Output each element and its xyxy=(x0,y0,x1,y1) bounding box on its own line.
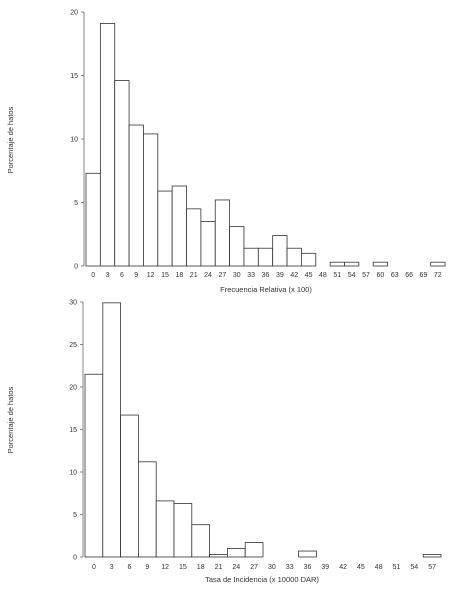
y-tick-label: 20 xyxy=(70,10,78,17)
histogram-bar xyxy=(171,185,187,267)
histogram-bar xyxy=(298,550,317,558)
x-tick-label: 57 xyxy=(362,272,370,279)
histogram-bar xyxy=(200,221,216,267)
histogram-bar xyxy=(102,302,122,558)
x-tick-label: 33 xyxy=(247,272,255,279)
x-tick-label: 9 xyxy=(134,272,138,279)
x-tick-label: 0 xyxy=(92,564,96,571)
histogram-tasa-incidencia: Porcentaje de hatos Tasa de Incidencia (… xyxy=(6,300,442,584)
histogram-bar xyxy=(128,124,144,267)
x-tick-label: 36 xyxy=(304,564,312,571)
histogram-bar xyxy=(329,261,345,267)
histogram-bar xyxy=(120,414,139,558)
y-axis-label: Porcentaje de hatos xyxy=(6,106,15,173)
x-tick-label: 3 xyxy=(106,272,110,279)
x-tick-label: 72 xyxy=(434,272,442,279)
x-tick-label: 18 xyxy=(175,272,183,279)
histogram-bar xyxy=(186,208,202,267)
x-tick-label: 39 xyxy=(321,564,329,571)
y-axis-label: Porcentaje de hatos xyxy=(6,386,15,453)
histogram-bar xyxy=(85,172,101,267)
x-tick-label: 51 xyxy=(333,272,341,279)
x-tick-label: 0 xyxy=(91,272,95,279)
histogram-bar xyxy=(244,542,264,558)
x-tick-label: 15 xyxy=(161,272,169,279)
histogram-bar xyxy=(137,461,157,558)
y-tick-label: 25 xyxy=(69,342,77,349)
x-tick-label: 45 xyxy=(305,272,313,279)
x-tick-label: 66 xyxy=(405,272,413,279)
histogram-bar xyxy=(173,503,193,558)
y-tick-label: 20 xyxy=(69,385,77,392)
x-axis-label: Tasa de Incidencia (x 10000 DAR) xyxy=(205,575,319,584)
x-tick-label: 15 xyxy=(179,564,187,571)
y-tick-label: 0 xyxy=(74,264,78,271)
histogram-bar xyxy=(155,500,175,558)
y-tick-label: 30 xyxy=(69,300,77,307)
histogram-bar xyxy=(430,261,446,267)
histogram-bar xyxy=(143,133,159,267)
y-tick-label: 5 xyxy=(73,512,77,519)
histogram-bar xyxy=(99,23,116,267)
x-tick-label: 24 xyxy=(232,564,240,571)
x-tick-label: 12 xyxy=(161,564,169,571)
histogram-bar xyxy=(243,247,259,267)
x-tick-label: 45 xyxy=(357,564,365,571)
histogram-bar xyxy=(84,373,104,558)
histogram-bar xyxy=(257,247,274,267)
y-tick-label: 15 xyxy=(70,73,78,80)
x-tick-label: 54 xyxy=(348,272,356,279)
x-tick-label: 30 xyxy=(233,272,241,279)
histogram-bar xyxy=(344,261,360,267)
histogram-bar xyxy=(214,199,231,267)
x-tick-label: 39 xyxy=(276,272,284,279)
x-tick-label: 57 xyxy=(428,564,436,571)
histogram-bar xyxy=(191,524,211,558)
x-tick-label: 21 xyxy=(215,564,223,571)
x-tick-label: 3 xyxy=(110,564,114,571)
y-tick-label: 10 xyxy=(70,137,78,144)
x-tick-label: 24 xyxy=(204,272,212,279)
histogram-frecuencia-relativa: Porcentaje de hatos Frecuencia Relativa … xyxy=(6,10,446,294)
histogram-bar xyxy=(422,554,442,558)
histogram-bar xyxy=(114,80,130,267)
x-tick-label: 6 xyxy=(128,564,132,571)
x-tick-label: 48 xyxy=(375,564,383,571)
histogram-bar xyxy=(286,247,302,267)
x-tick-label: 63 xyxy=(391,272,399,279)
x-tick-label: 12 xyxy=(147,272,155,279)
x-tick-label: 18 xyxy=(197,564,205,571)
x-tick-label: 27 xyxy=(250,564,258,571)
y-tick-label: 15 xyxy=(69,427,77,434)
x-tick-label: 6 xyxy=(120,272,124,279)
histogram-bar xyxy=(229,226,245,267)
histogram-bar xyxy=(226,548,246,558)
y-tick-label: 10 xyxy=(69,470,77,477)
x-tick-label: 48 xyxy=(319,272,327,279)
x-tick-label: 42 xyxy=(290,272,298,279)
histogram-bar xyxy=(209,554,228,558)
y-tick-label: 5 xyxy=(74,200,78,207)
x-tick-label: 51 xyxy=(393,564,401,571)
y-tick-label: 0 xyxy=(73,555,77,562)
histogram-bar xyxy=(157,190,173,267)
x-tick-label: 9 xyxy=(145,564,149,571)
histogram-bar xyxy=(372,261,388,267)
x-tick-label: 36 xyxy=(262,272,270,279)
x-tick-label: 30 xyxy=(268,564,276,571)
histogram-bar xyxy=(272,235,288,267)
x-tick-label: 21 xyxy=(190,272,198,279)
x-tick-label: 54 xyxy=(410,564,418,571)
x-tick-label: 69 xyxy=(420,272,428,279)
x-tick-label: 33 xyxy=(286,564,294,571)
histogram-bar xyxy=(300,252,317,267)
x-axis-label: Frecuencia Relativa (x 100) xyxy=(220,285,312,294)
x-tick-label: 60 xyxy=(376,272,384,279)
x-tick-label: 27 xyxy=(219,272,227,279)
x-tick-label: 42 xyxy=(339,564,347,571)
